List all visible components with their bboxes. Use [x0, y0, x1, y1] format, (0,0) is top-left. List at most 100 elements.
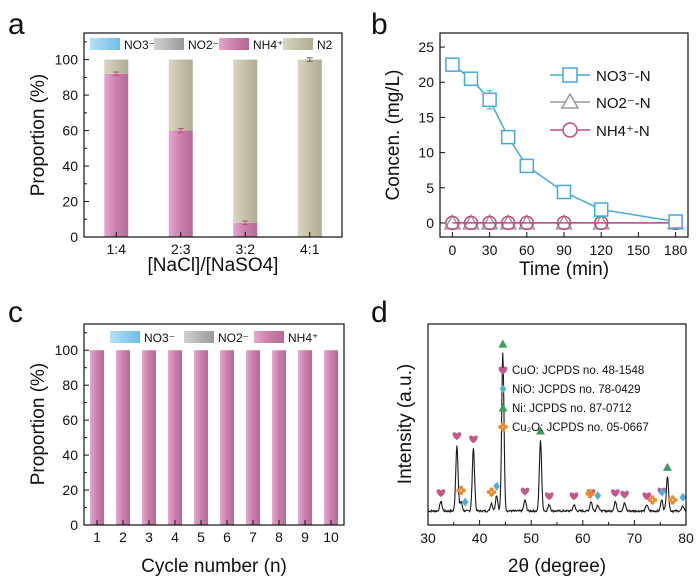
legend-d-marker-cross-lobe: [498, 424, 503, 430]
chart-a-frame: [83, 32, 343, 238]
marker-d-diamond-2: [594, 491, 602, 501]
x-tick-label-c: 6: [223, 529, 231, 545]
marker-d-cross-3-lobe: [647, 497, 652, 503]
legend-a-nitrate: NO3⁻: [124, 38, 155, 52]
y-tick-label-c: 100: [55, 342, 79, 358]
legend-d-ni: Ni: JCPDS no. 87-0712: [512, 403, 632, 415]
bar-c-2-1: [116, 350, 130, 525]
marker-d-cross-1-lobe: [492, 490, 497, 495]
y-tick-label-a: 60: [62, 123, 78, 139]
y-tick-label-c: 80: [62, 377, 78, 393]
marker-d-cross-4-lobe: [670, 495, 675, 500]
point-b-nitrate: [463, 71, 479, 86]
y-tick-label-b: 25: [418, 39, 434, 55]
legend-a-nitrate-swatch: [90, 38, 120, 50]
bar-a-2-1: [168, 130, 193, 237]
chart-d: 30 40 50 60 70 80 CuO: JCPDS no. 48-1548 NiO:…: [395, 323, 694, 577]
point-b-nitrate: [445, 57, 460, 72]
marker-d-cross-0-lobe: [456, 488, 461, 493]
legend-d-marker-triangle: [498, 403, 508, 412]
x-tick-label-d: 30: [420, 530, 436, 546]
marker-d-heart-8: [620, 490, 629, 499]
y-tick-label-b: 20: [418, 74, 434, 90]
x-tick-label-b: 150: [627, 242, 651, 258]
x-tick-label-b: 180: [664, 242, 688, 258]
chart-c-frame: [83, 323, 345, 526]
x-tick-label-c: 10: [323, 529, 339, 545]
y-tick-label-a: 100: [55, 52, 79, 68]
bar-c-2-2: [142, 350, 156, 525]
y-axis-title-c: Proportion (%): [28, 363, 49, 486]
x-tick-label-b: 0: [449, 242, 457, 258]
marker-d-diamond-3: [658, 487, 666, 497]
marker-d-cross-1-lobe: [489, 487, 494, 492]
point-b-nitrate: [482, 92, 497, 108]
panel-label-d: d: [371, 296, 388, 329]
marker-d-cross-2-lobe: [587, 489, 593, 494]
legend-d-marker-cross-lobe: [503, 424, 508, 430]
bar-a-3-2: [233, 59, 258, 223]
x-tick-label-a: 3:2: [236, 241, 256, 257]
y-tick-label-b: 5: [426, 180, 434, 196]
x-tick-label-c: 8: [275, 529, 283, 545]
marker-d-cross-2-lobe: [587, 494, 593, 499]
x-axis-title-b: Time (min): [519, 259, 609, 280]
marker-d-heart-5: [569, 492, 579, 501]
chart-b: 0 30 60 90 120 150 180 0 5 10 15 20 25 NO3⁻-N NO2⁻-N…: [383, 32, 689, 280]
legend-b: NO3⁻-N NO2⁻-N NH4⁺-N: [550, 67, 651, 140]
legend-d-nio: NiO: JCPDS no. 78-0429: [512, 384, 640, 396]
legend-d-marker-diamond: [499, 384, 507, 394]
marker-d-diamond-1: [493, 481, 501, 491]
marker-d-cross-4-lobe: [673, 497, 678, 503]
bar-c-2-3: [168, 350, 182, 525]
point-b-ammonium: [482, 215, 497, 231]
marker-d-cross-2: [585, 489, 595, 499]
xrd-profile-line: [427, 352, 687, 514]
marker-d-cross-4: [667, 495, 678, 505]
marker-d-cross-2-lobe: [590, 491, 595, 496]
x-tick-label-c: 3: [145, 529, 153, 545]
legend-b-nitrate-marker: [562, 67, 578, 83]
y-tick-label-c: 20: [62, 482, 78, 498]
bar-c-2-5: [220, 350, 234, 525]
legend-c-nitrite: NO2⁻: [218, 331, 249, 345]
point-b-ammonium: [445, 215, 460, 231]
y-axis-title-b: Concen. (mg/L): [383, 70, 404, 201]
y-tick-label-b: 15: [418, 109, 434, 125]
legend-d-cu2o: Cu₂O: JCPDS no. 05-0667: [512, 422, 649, 434]
y-tick-label-a: 20: [62, 194, 78, 210]
y-tick-label-a: 0: [70, 229, 78, 245]
marker-d-cross-0-lobe: [458, 485, 464, 490]
x-tick-label-c: 7: [249, 529, 257, 545]
x-tick-label-c: 9: [301, 529, 309, 545]
x-axis-title-d: 2θ (degree): [508, 556, 606, 577]
legend-a-nitrite-swatch: [154, 38, 184, 50]
x-tick-label-d: 50: [523, 530, 539, 546]
panel-label-c: c: [8, 296, 23, 329]
x-tick-label-d: 60: [575, 530, 591, 546]
point-b-ammonium: [519, 215, 535, 231]
x-tick-label-a: 1:4: [107, 241, 127, 257]
x-tick-label-c: 1: [93, 529, 101, 545]
bar-c-2-4: [194, 350, 208, 525]
point-b-nitrate: [519, 158, 535, 174]
point-b-nitrate: [556, 184, 572, 200]
x-tick-label-b: 60: [519, 242, 535, 258]
bar-a-2-0: [104, 73, 129, 237]
marker-d-cross-1-lobe: [489, 492, 494, 497]
legend-d: CuO: JCPDS no. 48-1548 NiO: JCPDS no. 78…: [512, 365, 649, 434]
x-tick-label-c: 2: [119, 529, 127, 545]
bar-c-2-6: [246, 350, 260, 525]
marker-d-triangle-2: [662, 462, 672, 471]
legend-d-cuo: CuO: JCPDS no. 48-1548: [512, 365, 644, 377]
marker-d-cross-3: [647, 495, 658, 505]
point-b-nitrate: [668, 214, 683, 229]
x-tick-label-c: 5: [197, 529, 205, 545]
bar-c-2-0: [90, 350, 104, 525]
y-tick-label-b: 0: [426, 215, 434, 231]
panel-label-a: a: [8, 8, 25, 41]
point-b-nitrate: [500, 129, 516, 145]
bar-a-3-3: [297, 59, 322, 237]
